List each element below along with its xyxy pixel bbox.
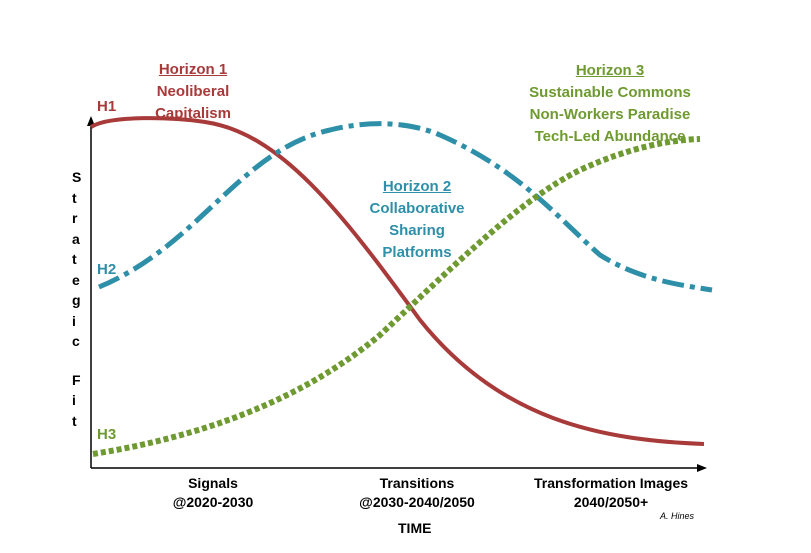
y-axis-label-letter: i xyxy=(72,312,76,329)
x-axis-label: TIME xyxy=(398,520,432,536)
h2-curve-label: H2 xyxy=(97,261,117,278)
h1-curve-label: H1 xyxy=(97,98,117,115)
horizon-2-label: Horizon 2 Collaborative Sharing Platform… xyxy=(369,176,464,264)
h3-curve xyxy=(92,136,701,457)
y-axis-label-letter: t xyxy=(72,251,77,267)
y-axis-label-letter: F xyxy=(72,371,81,388)
x-category-transformation-line-2: 2040/2050+ xyxy=(573,494,649,510)
x-category-transitions-line-1: Transitions xyxy=(379,475,455,491)
y-axis-label-letter: t xyxy=(72,189,77,206)
x-category-transitions-line-2: @2030-2040/2050 xyxy=(359,494,475,510)
x-category-transformation-line-1: Transformation Images xyxy=(533,475,689,491)
x-category-transitions: Transitions @2030-2040/2050 xyxy=(312,474,522,512)
x-category-signals-line-2: @2020-2030 xyxy=(172,494,254,510)
horizon-1-label: Horizon 1 Neoliberal Capitalism xyxy=(155,59,231,125)
horizon-2-title: Horizon 2 xyxy=(382,178,452,195)
horizon-3-line-3: Tech-Led Abundance xyxy=(534,128,686,145)
x-category-transformation: Transformation Images 2040/2050+ xyxy=(506,474,716,512)
x-category-signals-line-1: Signals xyxy=(188,475,238,491)
h3-curve-label: H3 xyxy=(97,426,117,443)
horizon-1-line-2: Capitalism xyxy=(155,105,231,122)
y-axis-label-letter: e xyxy=(72,271,80,288)
y-axis-label-letter: S xyxy=(72,169,82,185)
y-axis-label-letter: i xyxy=(72,392,76,409)
h2-curve xyxy=(98,121,713,293)
y-axis-arrowhead xyxy=(87,116,95,126)
y-axis-label-letter: t xyxy=(72,412,77,429)
author-credit: A. Hines xyxy=(660,511,695,521)
horizon-3-label: Horizon 3 Sustainable Commons Non-Worker… xyxy=(529,60,691,148)
horizon-1-title: Horizon 1 xyxy=(158,61,228,78)
y-axis-label-letter: a xyxy=(72,230,80,247)
horizon-1-line-1: Neoliberal xyxy=(156,83,230,100)
horizon-3-line-2: Non-Workers Paradise xyxy=(529,106,691,123)
y-axis-label-letter: r xyxy=(72,210,78,226)
h1-curve xyxy=(89,116,705,446)
x-axis-arrowhead xyxy=(697,464,707,472)
x-category-signals: Signals @2020-2030 xyxy=(108,474,318,512)
y-axis-label-letter: c xyxy=(72,333,80,349)
horizon-3-line-1: Sustainable Commons xyxy=(529,84,691,101)
y-axis-label-letter: g xyxy=(72,292,81,308)
horizon-2-line-1: Collaborative xyxy=(369,200,465,217)
horizon-2-line-2: Sharing xyxy=(389,222,445,239)
horizon-2-line-3: Platforms xyxy=(382,244,452,261)
horizon-3-title: Horizon 3 xyxy=(575,62,645,79)
